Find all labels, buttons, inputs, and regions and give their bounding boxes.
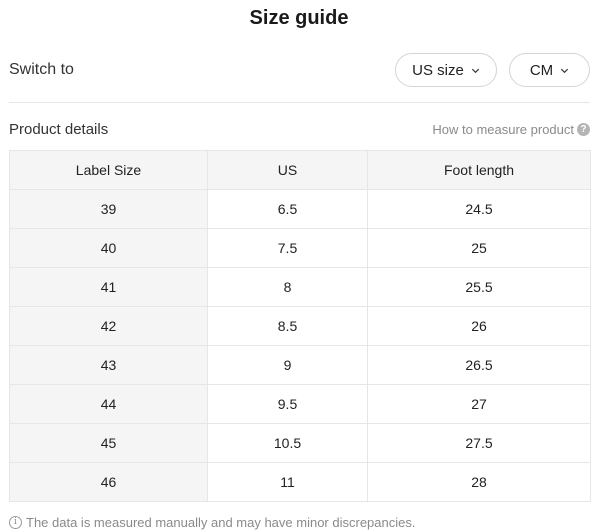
label-size-cell: 41 — [9, 267, 208, 307]
unit-dropdown[interactable]: CM — [509, 53, 590, 87]
column-header-us: US — [207, 150, 368, 190]
how-to-measure-label: How to measure product — [432, 121, 574, 137]
us-size-cell: 6.5 — [207, 189, 368, 229]
switch-label: Switch to — [9, 61, 74, 78]
label-size-cell: 46 — [9, 462, 208, 502]
us-size-cell: 7.5 — [207, 228, 368, 268]
how-to-measure-link[interactable]: How to measure product ? — [432, 122, 590, 137]
label-size-cell: 39 — [9, 189, 208, 229]
info-circle-icon: i — [9, 515, 22, 529]
label-size-cell: 42 — [9, 306, 208, 346]
foot-length-cell: 27 — [367, 384, 591, 424]
table-row: 44 9.5 27 — [9, 384, 591, 424]
table-row: 42 8.5 26 — [9, 306, 591, 346]
table-header-row: Label Size US Foot length — [9, 150, 591, 190]
size-system-value: US size — [412, 61, 464, 79]
disclaimer-note: i The data is measured manually and may … — [9, 513, 415, 530]
us-size-cell: 8 — [207, 267, 368, 307]
disclaimer-text: The data is measured manually and may ha… — [26, 514, 416, 530]
table-row: 41 8 25.5 — [9, 267, 591, 307]
table-row: 45 10.5 27.5 — [9, 423, 591, 463]
foot-length-cell: 27.5 — [367, 423, 591, 463]
table-row: 43 9 26.5 — [9, 345, 591, 385]
foot-length-cell: 25 — [367, 228, 591, 268]
column-header-foot-length: Foot length — [367, 150, 591, 190]
unit-value: CM — [529, 61, 554, 79]
divider — [9, 102, 590, 103]
label-size-cell: 40 — [9, 228, 208, 268]
table-row: 39 6.5 24.5 — [9, 189, 591, 229]
foot-length-cell: 28 — [367, 462, 591, 502]
chevron-down-icon — [560, 66, 569, 75]
chevron-down-icon — [471, 66, 480, 75]
foot-length-cell: 24.5 — [367, 189, 591, 229]
foot-length-cell: 25.5 — [367, 267, 591, 307]
question-circle-icon: ? — [577, 122, 590, 136]
table-row: 46 11 28 — [9, 462, 591, 502]
label-size-cell: 43 — [9, 345, 208, 385]
us-size-cell: 8.5 — [207, 306, 368, 346]
switch-row: Switch to US size CM — [9, 53, 590, 87]
label-size-cell: 45 — [9, 423, 208, 463]
page-title: Size guide — [249, 7, 349, 29]
size-system-dropdown[interactable]: US size — [395, 53, 497, 87]
product-details-title: Product details — [9, 120, 109, 138]
us-size-cell: 9 — [207, 345, 368, 385]
foot-length-cell: 26.5 — [367, 345, 591, 385]
us-size-cell: 11 — [207, 462, 368, 502]
size-table: Label Size US Foot length 39 6.5 24.5 40… — [9, 150, 591, 502]
us-size-cell: 9.5 — [207, 384, 368, 424]
label-size-cell: 44 — [9, 384, 208, 424]
table-row: 40 7.5 25 — [9, 228, 591, 268]
us-size-cell: 10.5 — [207, 423, 368, 463]
column-header-label-size: Label Size — [9, 150, 208, 190]
foot-length-cell: 26 — [367, 306, 591, 346]
product-details-header: Product details How to measure product ? — [9, 118, 590, 140]
